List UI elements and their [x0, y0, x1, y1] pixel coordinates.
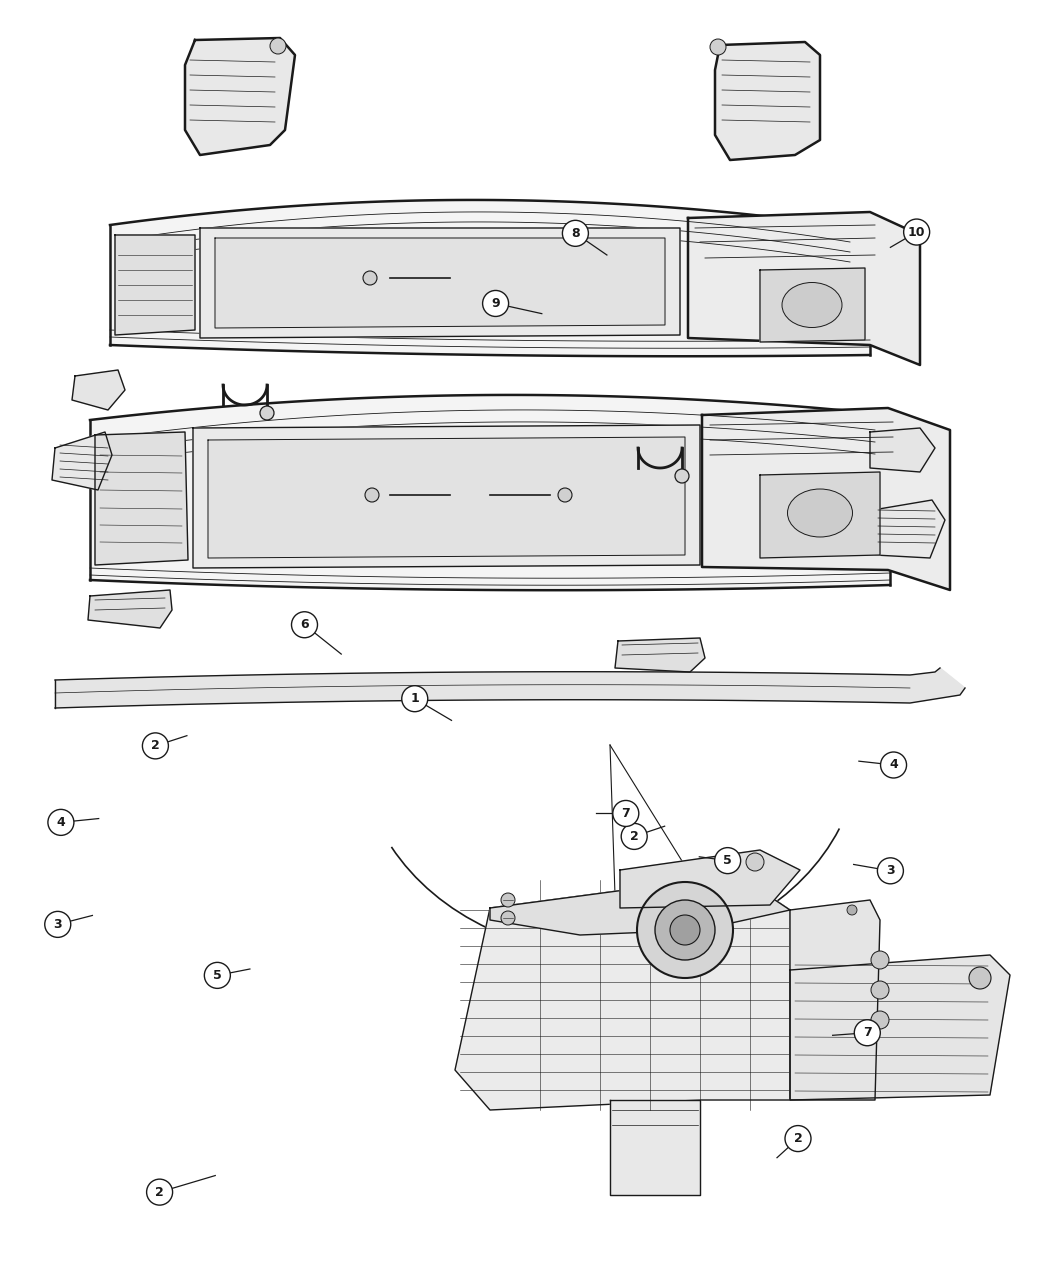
Polygon shape: [790, 955, 1010, 1100]
Polygon shape: [116, 235, 195, 335]
Polygon shape: [55, 668, 965, 708]
Polygon shape: [688, 212, 920, 365]
Polygon shape: [90, 395, 890, 590]
Polygon shape: [110, 200, 870, 356]
Polygon shape: [52, 432, 112, 490]
Circle shape: [365, 488, 379, 502]
Circle shape: [483, 291, 508, 316]
Polygon shape: [490, 880, 790, 935]
Circle shape: [715, 848, 740, 873]
Text: 8: 8: [571, 227, 580, 240]
Polygon shape: [94, 432, 188, 565]
Text: 2: 2: [155, 1186, 164, 1198]
Circle shape: [969, 966, 991, 989]
Circle shape: [881, 752, 906, 778]
Text: 4: 4: [889, 759, 898, 771]
Polygon shape: [702, 408, 950, 590]
Polygon shape: [610, 1100, 700, 1195]
Text: 7: 7: [622, 807, 630, 820]
Circle shape: [847, 905, 857, 915]
Circle shape: [872, 980, 889, 1000]
Polygon shape: [200, 228, 680, 338]
Polygon shape: [88, 590, 172, 629]
Polygon shape: [615, 638, 705, 672]
Text: 1: 1: [411, 692, 419, 705]
Circle shape: [558, 488, 572, 502]
Circle shape: [45, 912, 70, 937]
Circle shape: [622, 824, 647, 849]
Ellipse shape: [788, 490, 853, 537]
Circle shape: [785, 1126, 811, 1151]
Circle shape: [613, 801, 638, 826]
Polygon shape: [790, 900, 880, 1100]
Polygon shape: [208, 437, 685, 558]
Text: 4: 4: [57, 816, 65, 829]
Polygon shape: [215, 238, 665, 328]
Text: 2: 2: [630, 830, 638, 843]
Circle shape: [292, 612, 317, 638]
Polygon shape: [715, 42, 820, 159]
Text: 5: 5: [723, 854, 732, 867]
Circle shape: [205, 963, 230, 988]
Polygon shape: [193, 425, 700, 567]
Polygon shape: [72, 370, 125, 411]
Circle shape: [147, 1179, 172, 1205]
Text: 6: 6: [300, 618, 309, 631]
Text: 9: 9: [491, 297, 500, 310]
Polygon shape: [760, 472, 880, 558]
Circle shape: [855, 1020, 880, 1045]
Circle shape: [563, 221, 588, 246]
Circle shape: [501, 912, 514, 924]
Text: 3: 3: [54, 918, 62, 931]
Polygon shape: [620, 850, 800, 908]
Polygon shape: [760, 268, 865, 342]
Circle shape: [872, 1011, 889, 1029]
Polygon shape: [185, 38, 295, 156]
Circle shape: [675, 469, 689, 483]
Circle shape: [143, 733, 168, 759]
Circle shape: [402, 686, 427, 711]
Text: 3: 3: [886, 864, 895, 877]
Ellipse shape: [782, 283, 842, 328]
Polygon shape: [870, 428, 934, 472]
Text: 2: 2: [151, 740, 160, 752]
Circle shape: [270, 38, 286, 54]
Circle shape: [746, 853, 764, 871]
Circle shape: [260, 405, 274, 419]
Circle shape: [501, 892, 514, 907]
Circle shape: [637, 882, 733, 978]
Text: 5: 5: [213, 969, 222, 982]
Circle shape: [710, 40, 726, 55]
Polygon shape: [455, 880, 790, 1111]
Circle shape: [670, 915, 700, 945]
Circle shape: [655, 900, 715, 960]
Circle shape: [872, 951, 889, 969]
Polygon shape: [873, 500, 945, 558]
Text: 2: 2: [794, 1132, 802, 1145]
Circle shape: [363, 272, 377, 286]
Circle shape: [48, 810, 74, 835]
Circle shape: [904, 219, 929, 245]
Circle shape: [878, 858, 903, 884]
Text: 10: 10: [908, 226, 925, 238]
Text: 7: 7: [863, 1026, 871, 1039]
